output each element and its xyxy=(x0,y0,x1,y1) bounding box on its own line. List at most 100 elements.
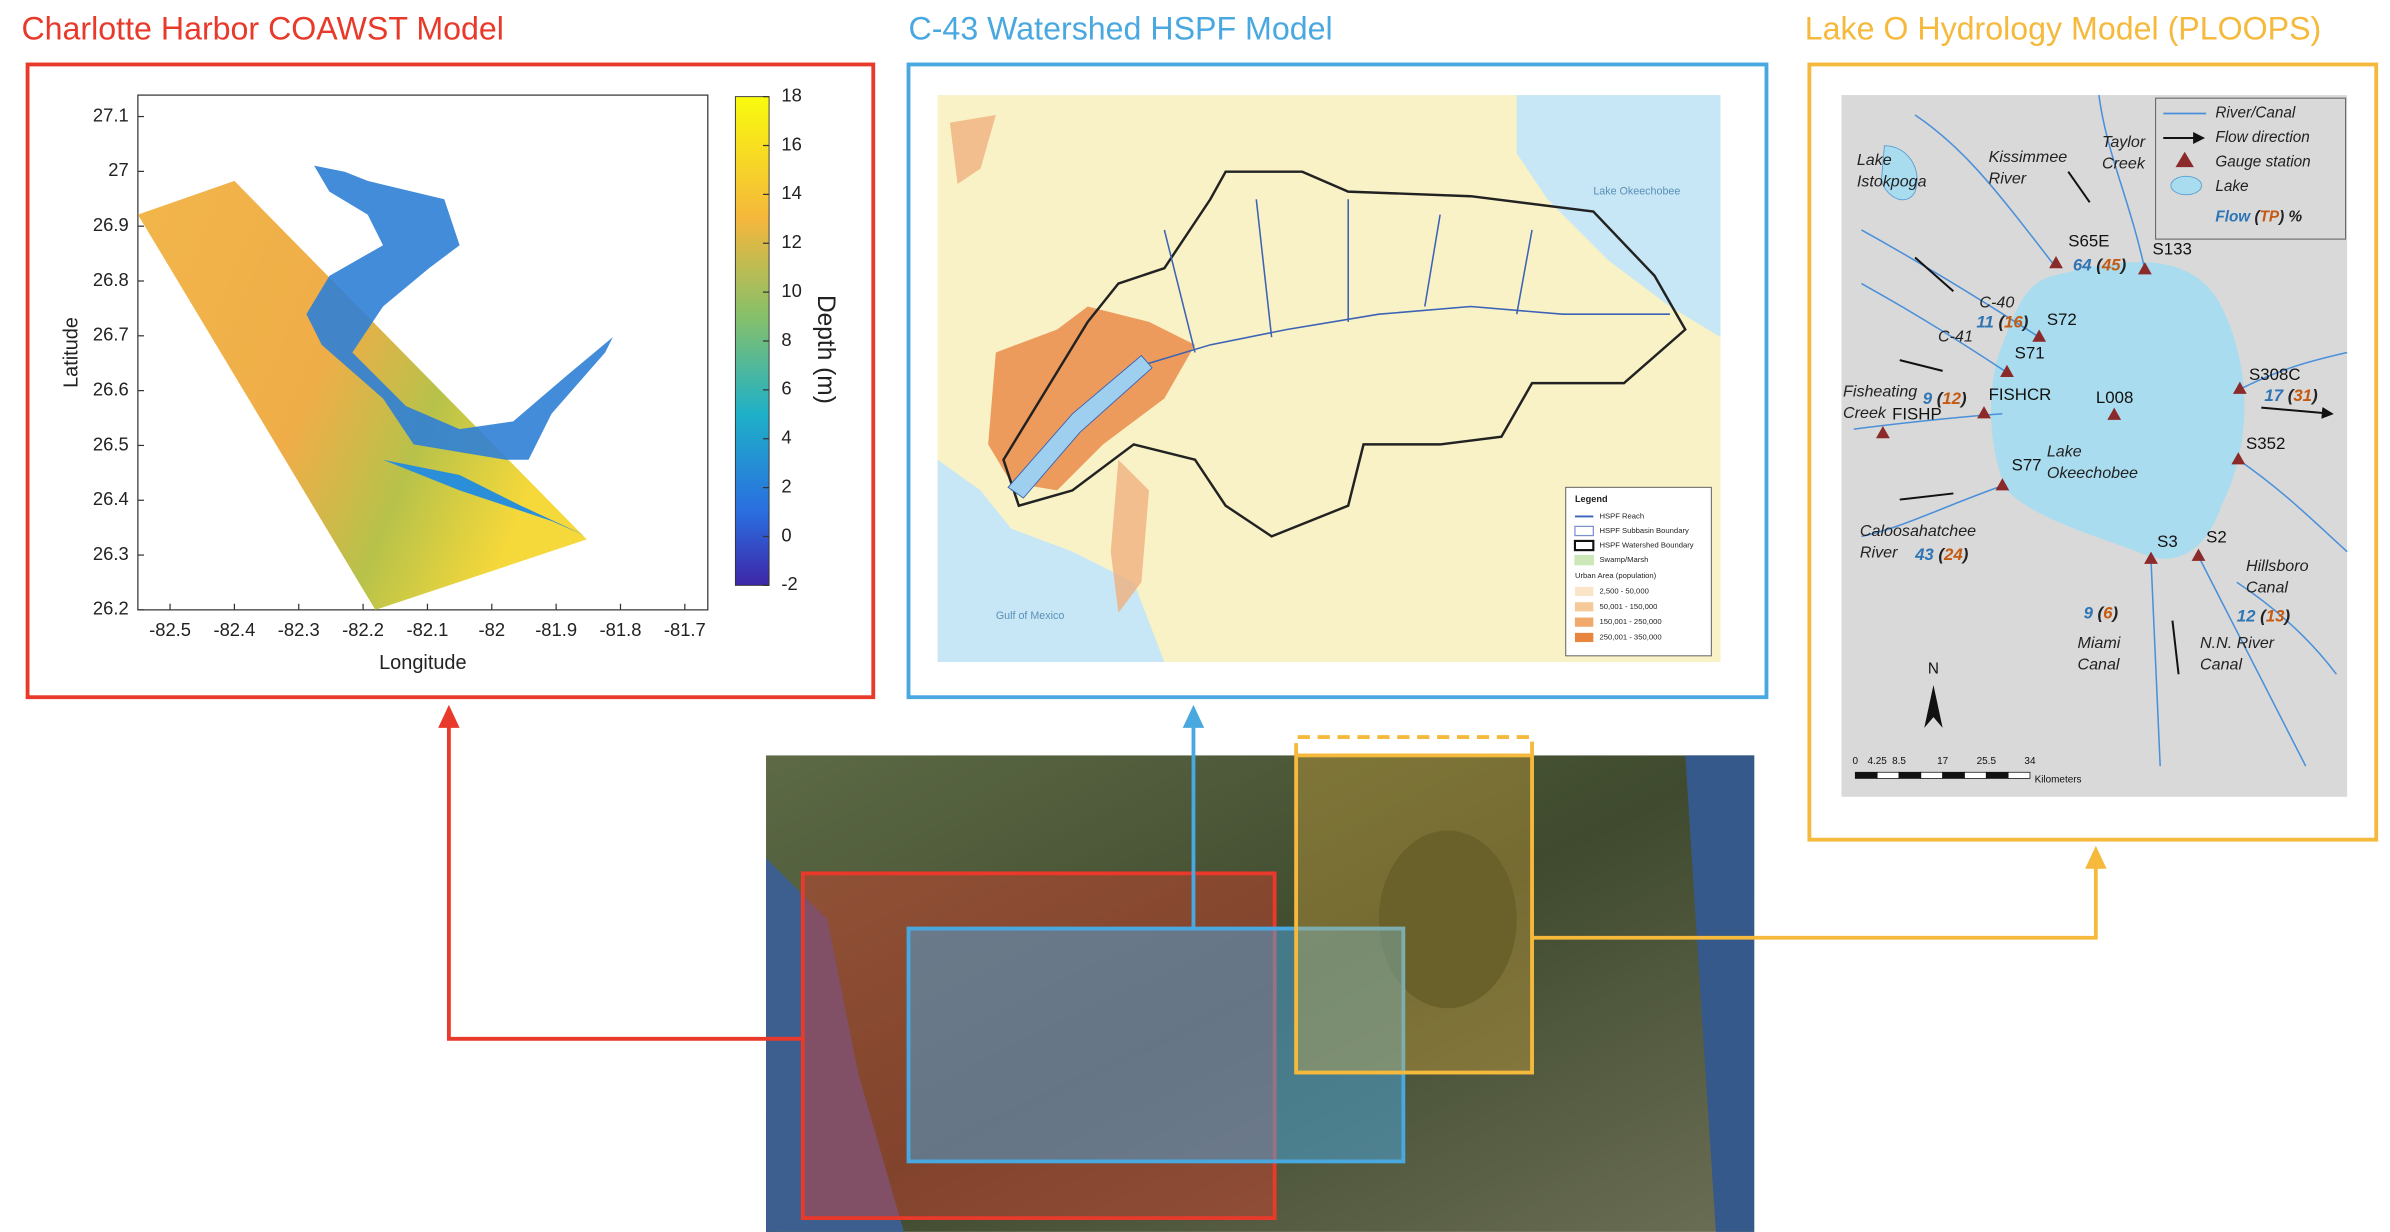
place-label: Lake xyxy=(2047,442,2082,460)
y-tick-label: 26.5 xyxy=(93,433,129,454)
bracket: ) xyxy=(2021,313,2029,332)
legend-label: Flow direction xyxy=(2215,129,2309,146)
scale-bar xyxy=(1854,771,1878,779)
legend-label: 150,001 - 250,000 xyxy=(1599,617,1661,626)
tp-value: 16 xyxy=(2004,313,2023,332)
legend-swatch xyxy=(1573,539,1595,552)
x-tick-label: -81.9 xyxy=(535,619,577,640)
place-label: Kissimmee xyxy=(1989,148,2068,166)
place-label: River xyxy=(1860,543,1898,561)
legend-label: Swamp/Marsh xyxy=(1599,555,1648,564)
gauge-station xyxy=(2191,548,2206,561)
legend-label: 50,001 - 150,000 xyxy=(1599,602,1657,611)
colorbar-tick-label: 18 xyxy=(781,84,801,105)
flow-value: 12 xyxy=(2237,607,2256,626)
scale-label: 25.5 xyxy=(1977,756,1997,767)
tp-value: 45 xyxy=(2101,256,2121,275)
map-label: Lake Okeechobee xyxy=(1593,185,1680,197)
x-tick-label: -81.7 xyxy=(664,619,706,640)
bracket: ( xyxy=(1998,313,2006,332)
north-label: N xyxy=(1928,661,1939,678)
gulf-water xyxy=(937,459,1165,662)
connector xyxy=(1532,858,2098,940)
station-label: FISHCR xyxy=(1989,385,2052,404)
scale-label: 17 xyxy=(1937,756,1949,767)
y-tick-label: 27 xyxy=(108,159,128,180)
y-tick-label: 26.7 xyxy=(93,324,129,345)
scale-label: 0 xyxy=(1853,756,1859,767)
legend-box xyxy=(2155,97,2347,240)
gauge-station xyxy=(2032,329,2047,342)
bracket: ( xyxy=(2098,604,2106,623)
legend-label: HSPF Reach xyxy=(1599,511,1644,520)
panel-title: C-43 Watershed HSPF Model xyxy=(909,10,1333,46)
y-tick-label: 26.6 xyxy=(93,378,129,399)
scale-label: 34 xyxy=(2024,756,2036,767)
place-label: Caloosahatchee xyxy=(1860,522,1976,540)
flow-value: 64 xyxy=(2073,256,2092,275)
scale-bar xyxy=(1964,771,1987,779)
scale-bar xyxy=(1876,771,1900,779)
legend-swatch xyxy=(1574,525,1594,537)
x-tick-label: -82.2 xyxy=(342,619,384,640)
hspf-extent xyxy=(906,926,1406,1164)
y-tick-label: 26.8 xyxy=(93,269,129,290)
legend-subtitle: Urban Area (population) xyxy=(1575,571,1657,580)
place-label: Creek xyxy=(1843,404,1887,422)
y-tick-label: 26.3 xyxy=(93,543,129,564)
load-label: 17 (31) xyxy=(2264,386,2318,405)
y-tick-label: 27.1 xyxy=(93,104,129,125)
x-tick-label: -82.3 xyxy=(278,619,320,640)
y-tick-label: 26.4 xyxy=(93,488,129,509)
legend-swatch xyxy=(1574,586,1594,597)
place-label: Fisheating xyxy=(1843,383,1917,401)
station-label: FISHP xyxy=(1892,405,1942,424)
x-tick-label: -81.8 xyxy=(600,619,642,640)
bracket: ) xyxy=(1961,546,1969,565)
station-label: S71 xyxy=(2015,343,2045,362)
place-label: Taylor xyxy=(2102,133,2146,151)
ploops-panel xyxy=(1807,62,2379,842)
legend-title: Legend xyxy=(1575,494,1608,504)
colorbar-tick-label: 12 xyxy=(781,231,801,252)
bracket: ( xyxy=(2096,256,2104,275)
place-label: C-41 xyxy=(1938,327,1973,345)
flow-value: 17 xyxy=(2264,386,2284,405)
bracket: ) xyxy=(2283,607,2291,626)
x-tick-label: -82.1 xyxy=(406,619,448,640)
tp-value: 6 xyxy=(2103,604,2113,623)
flow-value: 43 xyxy=(1914,546,1934,565)
gauge-station xyxy=(1977,406,1991,419)
hspf-panel xyxy=(906,62,1769,700)
legend-part: TP xyxy=(2260,209,2280,226)
bracket: ( xyxy=(1937,389,1945,408)
bracket: ) xyxy=(2310,386,2318,405)
legend-label: 2,500 - 50,000 xyxy=(1599,587,1648,596)
place-label: Lake xyxy=(1857,151,1892,169)
colorbar-tick-label: 4 xyxy=(781,427,791,448)
flow-value: 9 xyxy=(1923,389,1933,408)
x-axis-label: Longitude xyxy=(379,652,466,674)
gauge-station xyxy=(1875,426,1890,439)
load-label: 64 (45) xyxy=(2073,256,2127,275)
legend-part: ) % xyxy=(2277,209,2302,226)
gauge-station xyxy=(2000,364,2014,377)
station-label: L008 xyxy=(2096,388,2133,407)
colorbar-tick-label: 16 xyxy=(781,133,801,154)
connector-head xyxy=(438,704,460,728)
legend-label: Gauge station xyxy=(2215,154,2310,171)
connector-head xyxy=(2085,845,2107,869)
bathymetry xyxy=(137,180,587,610)
place-label: River xyxy=(1989,170,2027,188)
gauge-station xyxy=(2144,551,2158,564)
gauge-station xyxy=(2107,407,2122,420)
place-label: Canal xyxy=(2200,655,2242,673)
gulf xyxy=(766,858,904,1232)
colorbar-tick-label: 0 xyxy=(781,524,791,545)
legend-swatch xyxy=(1574,617,1594,627)
flow-value: 9 xyxy=(2084,604,2094,623)
legend-part: ( xyxy=(2250,209,2261,226)
place-label: C-40 xyxy=(1979,294,2014,312)
ploops-extent xyxy=(1294,753,1534,1075)
